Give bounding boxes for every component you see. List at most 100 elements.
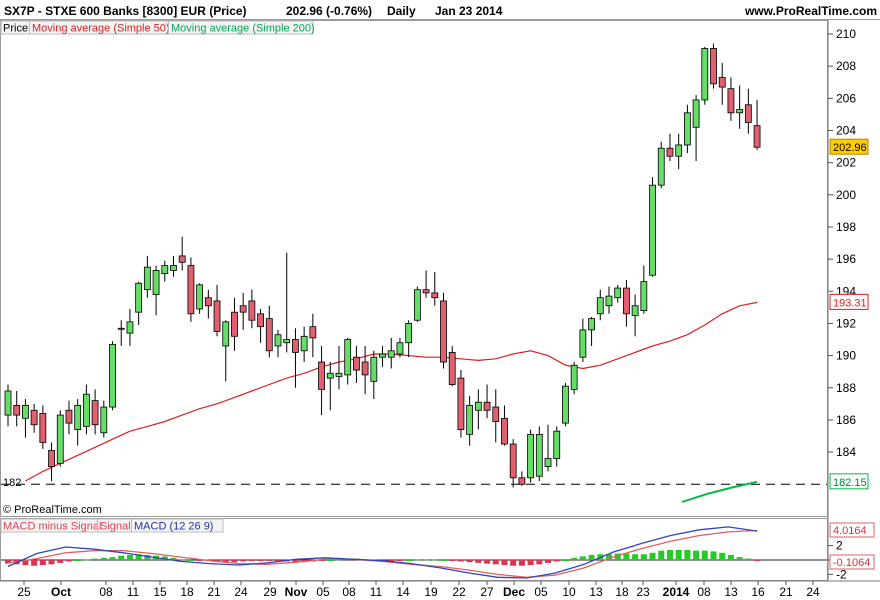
candle[interactable] [570,362,578,395]
candle[interactable] [170,255,177,277]
candle[interactable] [692,95,700,162]
candle[interactable] [187,257,195,322]
candle[interactable] [265,305,273,358]
candle[interactable] [239,292,247,330]
candle[interactable] [30,403,38,433]
candle[interactable] [448,345,456,387]
candle[interactable] [300,326,308,363]
candle[interactable] [74,399,82,446]
candle[interactable] [431,271,439,306]
candle[interactable] [309,313,317,358]
candle[interactable] [56,410,64,467]
candle[interactable] [292,328,299,388]
candle[interactable] [39,405,47,449]
candle[interactable] [143,255,151,298]
candle[interactable] [370,350,378,400]
candle[interactable] [701,46,709,105]
candle[interactable] [257,308,264,343]
candle[interactable] [614,284,622,303]
candle[interactable] [509,439,517,488]
candle[interactable] [710,43,717,89]
candle-body [379,353,386,358]
candle[interactable] [387,337,395,369]
legend-price[interactable]: Price [3,23,28,35]
candle[interactable] [579,318,587,363]
candle[interactable] [649,177,656,277]
candle[interactable] [213,284,221,337]
candle[interactable] [744,88,752,134]
legend-macd-signal[interactable]: Signal [100,521,131,533]
macd-hist-bar [579,556,586,560]
candle[interactable] [666,133,674,162]
candle[interactable] [413,286,421,322]
candle[interactable] [283,252,291,353]
candle[interactable] [588,317,595,346]
candle[interactable] [274,329,282,358]
candle[interactable] [492,389,500,443]
candle[interactable] [222,320,230,382]
candle[interactable] [82,384,90,435]
candle[interactable] [152,265,160,316]
legend-ma200[interactable]: Moving average (Simple 200) [171,23,315,35]
candle[interactable] [318,345,325,416]
candle[interactable] [631,294,639,337]
candle[interactable] [379,345,386,367]
candle[interactable] [562,382,569,427]
candle[interactable] [553,426,561,467]
candle[interactable] [736,85,744,129]
candle[interactable] [91,389,99,435]
candle[interactable] [161,260,169,282]
macd-hist-bar [5,560,11,564]
candle[interactable] [65,400,73,435]
candle[interactable] [204,289,212,319]
candle[interactable] [623,280,630,327]
candle[interactable] [248,289,256,329]
ma200-badge: 182.15 [829,473,869,490]
candle[interactable] [535,426,543,482]
candle[interactable] [501,405,508,446]
candle[interactable] [640,265,648,314]
candle[interactable] [474,389,482,430]
candle[interactable] [196,283,204,314]
candle[interactable] [344,337,352,385]
candle[interactable] [605,286,613,314]
candle[interactable] [13,390,21,427]
candle[interactable] [544,424,552,472]
candle[interactable] [178,236,186,271]
candle[interactable] [352,345,360,383]
candle[interactable] [657,141,665,189]
candle[interactable] [48,442,55,482]
legend-macd-line[interactable]: MACD (12 26 9) [134,521,213,533]
candle[interactable] [422,270,430,298]
candle[interactable] [718,62,726,105]
candle[interactable] [753,99,761,150]
candle[interactable] [135,281,143,326]
candle[interactable] [596,289,604,321]
candle[interactable] [727,77,735,121]
candle[interactable] [326,362,334,411]
candle[interactable] [405,320,413,358]
candle[interactable] [126,308,134,346]
candle[interactable] [483,384,491,419]
candle[interactable] [335,345,343,390]
candle[interactable] [440,292,447,369]
candle[interactable] [22,399,29,438]
candle[interactable] [675,133,683,170]
candle[interactable] [117,320,125,346]
candle[interactable] [518,471,526,486]
candle[interactable] [527,429,534,483]
candle[interactable] [231,297,238,351]
candle[interactable] [457,370,465,438]
legend-macd-hist[interactable]: MACD minus Signal [3,521,101,533]
candle-body [352,356,360,371]
candle[interactable] [396,337,404,358]
legend-ma50[interactable]: Moving average (Simple 50) [32,23,170,35]
candle[interactable] [109,341,116,411]
macd-hist-bar [135,554,142,560]
candle[interactable] [361,345,369,395]
candle[interactable] [4,384,12,427]
candle[interactable] [466,395,474,446]
candle[interactable] [683,104,691,153]
candle[interactable] [100,400,108,438]
